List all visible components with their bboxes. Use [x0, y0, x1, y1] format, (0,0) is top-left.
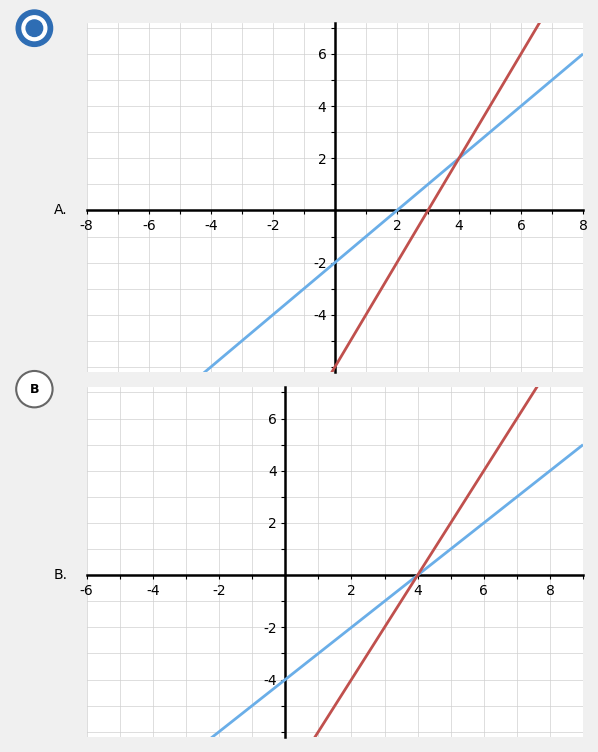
Circle shape [16, 371, 53, 408]
Circle shape [16, 10, 53, 47]
Text: B.: B. [54, 569, 68, 582]
Text: A.: A. [54, 204, 68, 217]
Text: B: B [30, 383, 39, 396]
Circle shape [26, 20, 42, 36]
Circle shape [22, 16, 47, 41]
